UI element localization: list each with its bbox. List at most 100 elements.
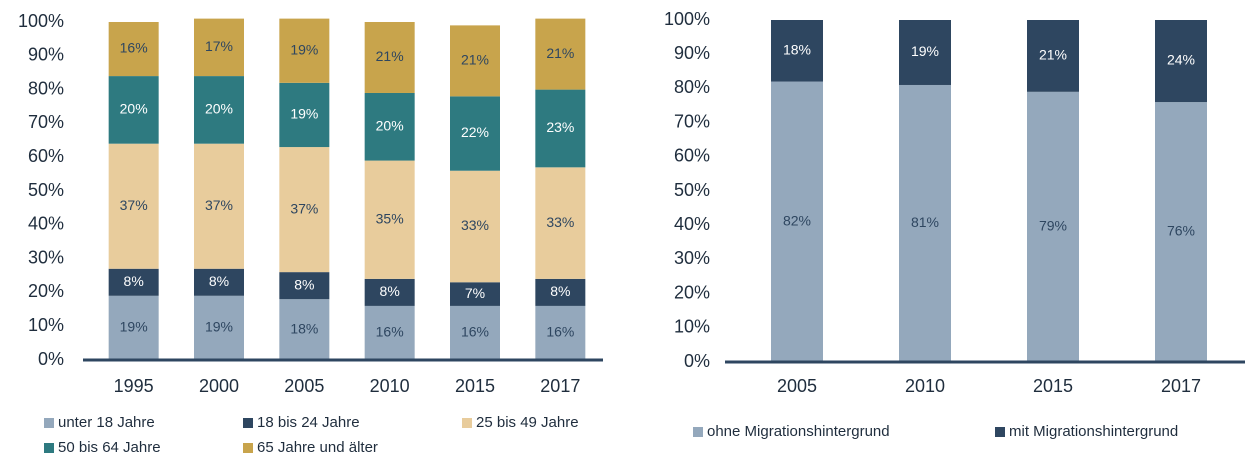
- data-label: 8%: [294, 276, 314, 292]
- bar-segment: [450, 305, 500, 360]
- x-tick-label: 2017: [540, 376, 580, 396]
- bar-segment: [364, 92, 415, 161]
- legend-label: unter 18 Jahre: [58, 414, 155, 431]
- y-tick-label: 0%: [684, 351, 710, 371]
- data-label: 21%: [1039, 47, 1067, 63]
- y-tick-label: 80%: [28, 78, 64, 98]
- bar-segment: [364, 305, 415, 360]
- legend-swatch: [462, 418, 472, 428]
- data-label: 18%: [290, 320, 318, 336]
- bar-segment: [771, 20, 823, 82]
- bar-segment: [771, 81, 823, 362]
- bar-segment: [194, 143, 244, 269]
- data-label: 76%: [1167, 223, 1195, 239]
- y-tick-label: 30%: [28, 247, 64, 267]
- y-tick-label: 90%: [28, 45, 64, 65]
- data-label: 20%: [120, 101, 148, 117]
- legend-label: 25 bis 49 Jahre: [476, 414, 579, 431]
- bar-segment: [279, 272, 330, 300]
- data-label: 7%: [465, 285, 485, 301]
- data-label: 8%: [380, 283, 400, 299]
- bar-segment: [535, 167, 586, 279]
- bar-segment: [279, 82, 330, 148]
- y-tick-label: 20%: [28, 281, 64, 301]
- bar-segment: [108, 76, 159, 144]
- legend-label: ohne Migrationshintergrund: [707, 423, 890, 440]
- bar-segment: [364, 278, 415, 306]
- legend-swatch: [693, 427, 703, 437]
- x-tick-label: 2015: [455, 376, 495, 396]
- data-label: 8%: [124, 273, 144, 289]
- y-tick-label: 40%: [674, 214, 710, 234]
- y-tick-label: 60%: [674, 146, 710, 166]
- y-tick-label: 40%: [28, 214, 64, 234]
- data-label: 19%: [290, 41, 318, 57]
- bar-segment: [1027, 20, 1079, 92]
- bar-segment: [279, 18, 330, 83]
- bar-segment: [535, 305, 586, 360]
- legend-label: 18 bis 24 Jahre: [257, 414, 360, 431]
- bar-segment: [108, 22, 159, 77]
- bar-segment: [450, 282, 500, 306]
- data-label: 19%: [205, 319, 233, 335]
- legend-swatch: [44, 418, 54, 428]
- data-label: 37%: [205, 197, 233, 213]
- legend-label: mit Migrationshintergrund: [1009, 423, 1178, 440]
- bar-segment: [364, 160, 415, 279]
- data-label: 24%: [1167, 52, 1195, 68]
- data-label: 37%: [120, 197, 148, 213]
- data-label: 22%: [461, 124, 489, 140]
- y-tick-label: 10%: [28, 315, 64, 335]
- data-label: 17%: [205, 38, 233, 54]
- bar-segment: [108, 268, 159, 296]
- bar-segment: [899, 20, 951, 85]
- data-label: 19%: [120, 319, 148, 335]
- y-tick-label: 30%: [674, 248, 710, 268]
- y-tick-label: 90%: [674, 43, 710, 63]
- bar-segment: [450, 170, 500, 283]
- data-label: 16%: [376, 324, 404, 340]
- bar-segment: [1027, 91, 1079, 362]
- bar-segment: [108, 143, 159, 269]
- y-tick-label: 70%: [674, 111, 710, 131]
- data-label: 23%: [546, 119, 574, 135]
- data-label: 33%: [546, 214, 574, 230]
- y-tick-label: 70%: [28, 112, 64, 132]
- x-tick-label: 2010: [370, 376, 410, 396]
- bar-segment: [194, 18, 244, 77]
- y-tick-label: 50%: [674, 180, 710, 200]
- data-label: 8%: [209, 273, 229, 289]
- data-label: 20%: [205, 101, 233, 117]
- bar-segment: [899, 84, 951, 362]
- data-label: 21%: [461, 52, 489, 68]
- y-tick-label: 100%: [664, 9, 710, 29]
- data-label: 21%: [376, 48, 404, 64]
- data-label: 16%: [546, 324, 574, 340]
- x-tick-label: 2015: [1033, 376, 1073, 396]
- x-tick-label: 2010: [905, 376, 945, 396]
- data-label: 20%: [376, 117, 404, 133]
- y-tick-label: 60%: [28, 146, 64, 166]
- bar-segment: [364, 22, 415, 93]
- data-label: 8%: [550, 283, 570, 299]
- x-tick-label: 2005: [284, 376, 324, 396]
- x-tick-label: 2005: [777, 376, 817, 396]
- data-label: 33%: [461, 217, 489, 233]
- bar-segment: [194, 76, 244, 144]
- y-tick-label: 80%: [674, 77, 710, 97]
- bar-segment: [450, 25, 500, 97]
- x-tick-label: 2017: [1161, 376, 1201, 396]
- bar-segment: [194, 295, 244, 360]
- bar-segment: [1155, 102, 1207, 362]
- bar-segment: [535, 89, 586, 168]
- legend-label: 50 bis 64 Jahre: [58, 439, 161, 456]
- data-label: 81%: [911, 214, 939, 230]
- y-tick-label: 0%: [38, 349, 64, 369]
- bar-segment: [1155, 20, 1207, 103]
- bar-segment: [535, 18, 586, 90]
- data-label: 18%: [783, 41, 811, 57]
- legend-swatch: [44, 443, 54, 453]
- y-tick-label: 50%: [28, 180, 64, 200]
- data-label: 37%: [290, 200, 318, 216]
